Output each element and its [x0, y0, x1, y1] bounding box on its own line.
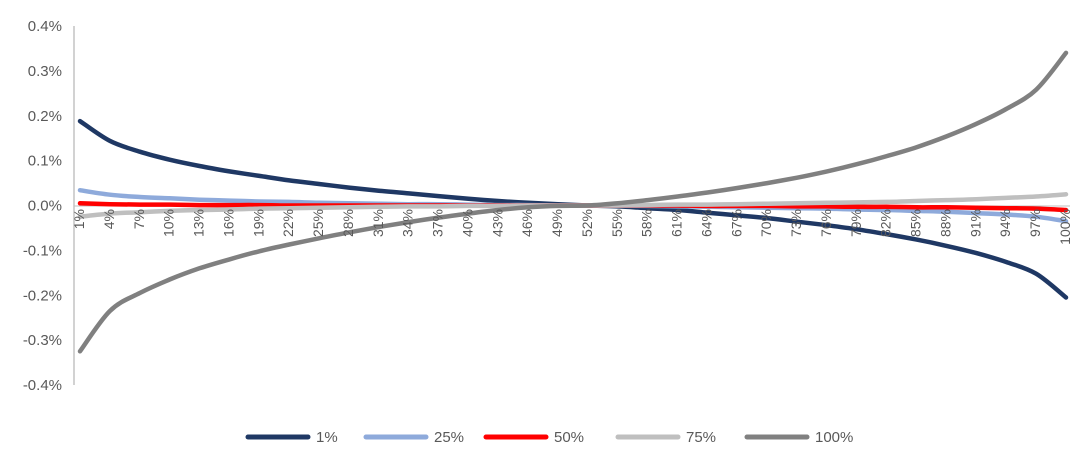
x-tick-label: 64% [698, 209, 714, 237]
x-tick-label: 16% [220, 209, 236, 237]
y-tick-label: 0.2% [28, 108, 62, 125]
x-tick-label: 10% [161, 209, 177, 237]
x-tick-label: 7% [131, 209, 147, 229]
y-tick-label: -0.1% [23, 242, 62, 259]
series-line-5 [77, 50, 1069, 354]
y-tick-label: 0.4% [28, 18, 62, 35]
y-tick-label: -0.4% [23, 377, 62, 394]
x-tick-label: 4% [101, 209, 117, 229]
x-tick-label: 61% [669, 209, 685, 237]
x-tick-label: 40% [459, 209, 475, 237]
x-tick-label: 58% [639, 209, 655, 237]
legend-label: 100% [815, 429, 853, 446]
y-tick-label: 0.1% [28, 153, 62, 170]
x-tick-label: 49% [549, 209, 565, 237]
x-tick-label: 28% [340, 209, 356, 237]
series-lines [77, 50, 1069, 354]
x-tick-label: 22% [280, 209, 296, 237]
x-tick-label: 37% [430, 209, 446, 237]
x-tick-label: 55% [609, 209, 625, 237]
x-tick-label: 73% [788, 209, 804, 237]
x-tick-label: 52% [579, 209, 595, 237]
x-tick-label: 100% [1057, 209, 1073, 245]
x-tick-label: 1% [71, 209, 87, 229]
x-tick-label: 82% [878, 209, 894, 237]
x-tick-label: 19% [250, 209, 266, 237]
x-tick-label: 79% [848, 209, 864, 237]
x-tick-label: 91% [967, 209, 983, 237]
y-tick-label: 0.0% [28, 198, 62, 215]
x-tick-label: 34% [400, 209, 416, 237]
y-tick-label: -0.2% [23, 287, 62, 304]
x-tick-label: 25% [310, 209, 326, 237]
x-tick-label: 85% [908, 209, 924, 237]
legend-label: 1% [316, 429, 338, 446]
legend: 1% 25% 50% 75% 100% [245, 429, 853, 446]
x-tick-label: 67% [728, 209, 744, 237]
y-tick-label: 0.3% [28, 63, 62, 80]
x-tick-label: 46% [519, 209, 535, 237]
y-tick-label: -0.3% [23, 332, 62, 349]
legend-label: 75% [686, 429, 716, 446]
x-tick-label: 31% [370, 209, 386, 237]
x-tick-label: 97% [1027, 209, 1043, 237]
legend-label: 50% [554, 429, 584, 446]
x-tick-label: 43% [489, 209, 505, 237]
x-tick-label: 13% [191, 209, 207, 237]
x-tick-label: 76% [818, 209, 834, 237]
x-tick-labels: 1% 4% 7% 10% 13% 16% 19% 22% 25% 28% 31% 34% 37% 40% 4… [71, 209, 1073, 245]
legend-label: 25% [434, 429, 464, 446]
x-tick-label: 94% [997, 209, 1013, 237]
x-tick-label: 88% [937, 209, 953, 237]
x-tick-label: 70% [758, 209, 774, 237]
